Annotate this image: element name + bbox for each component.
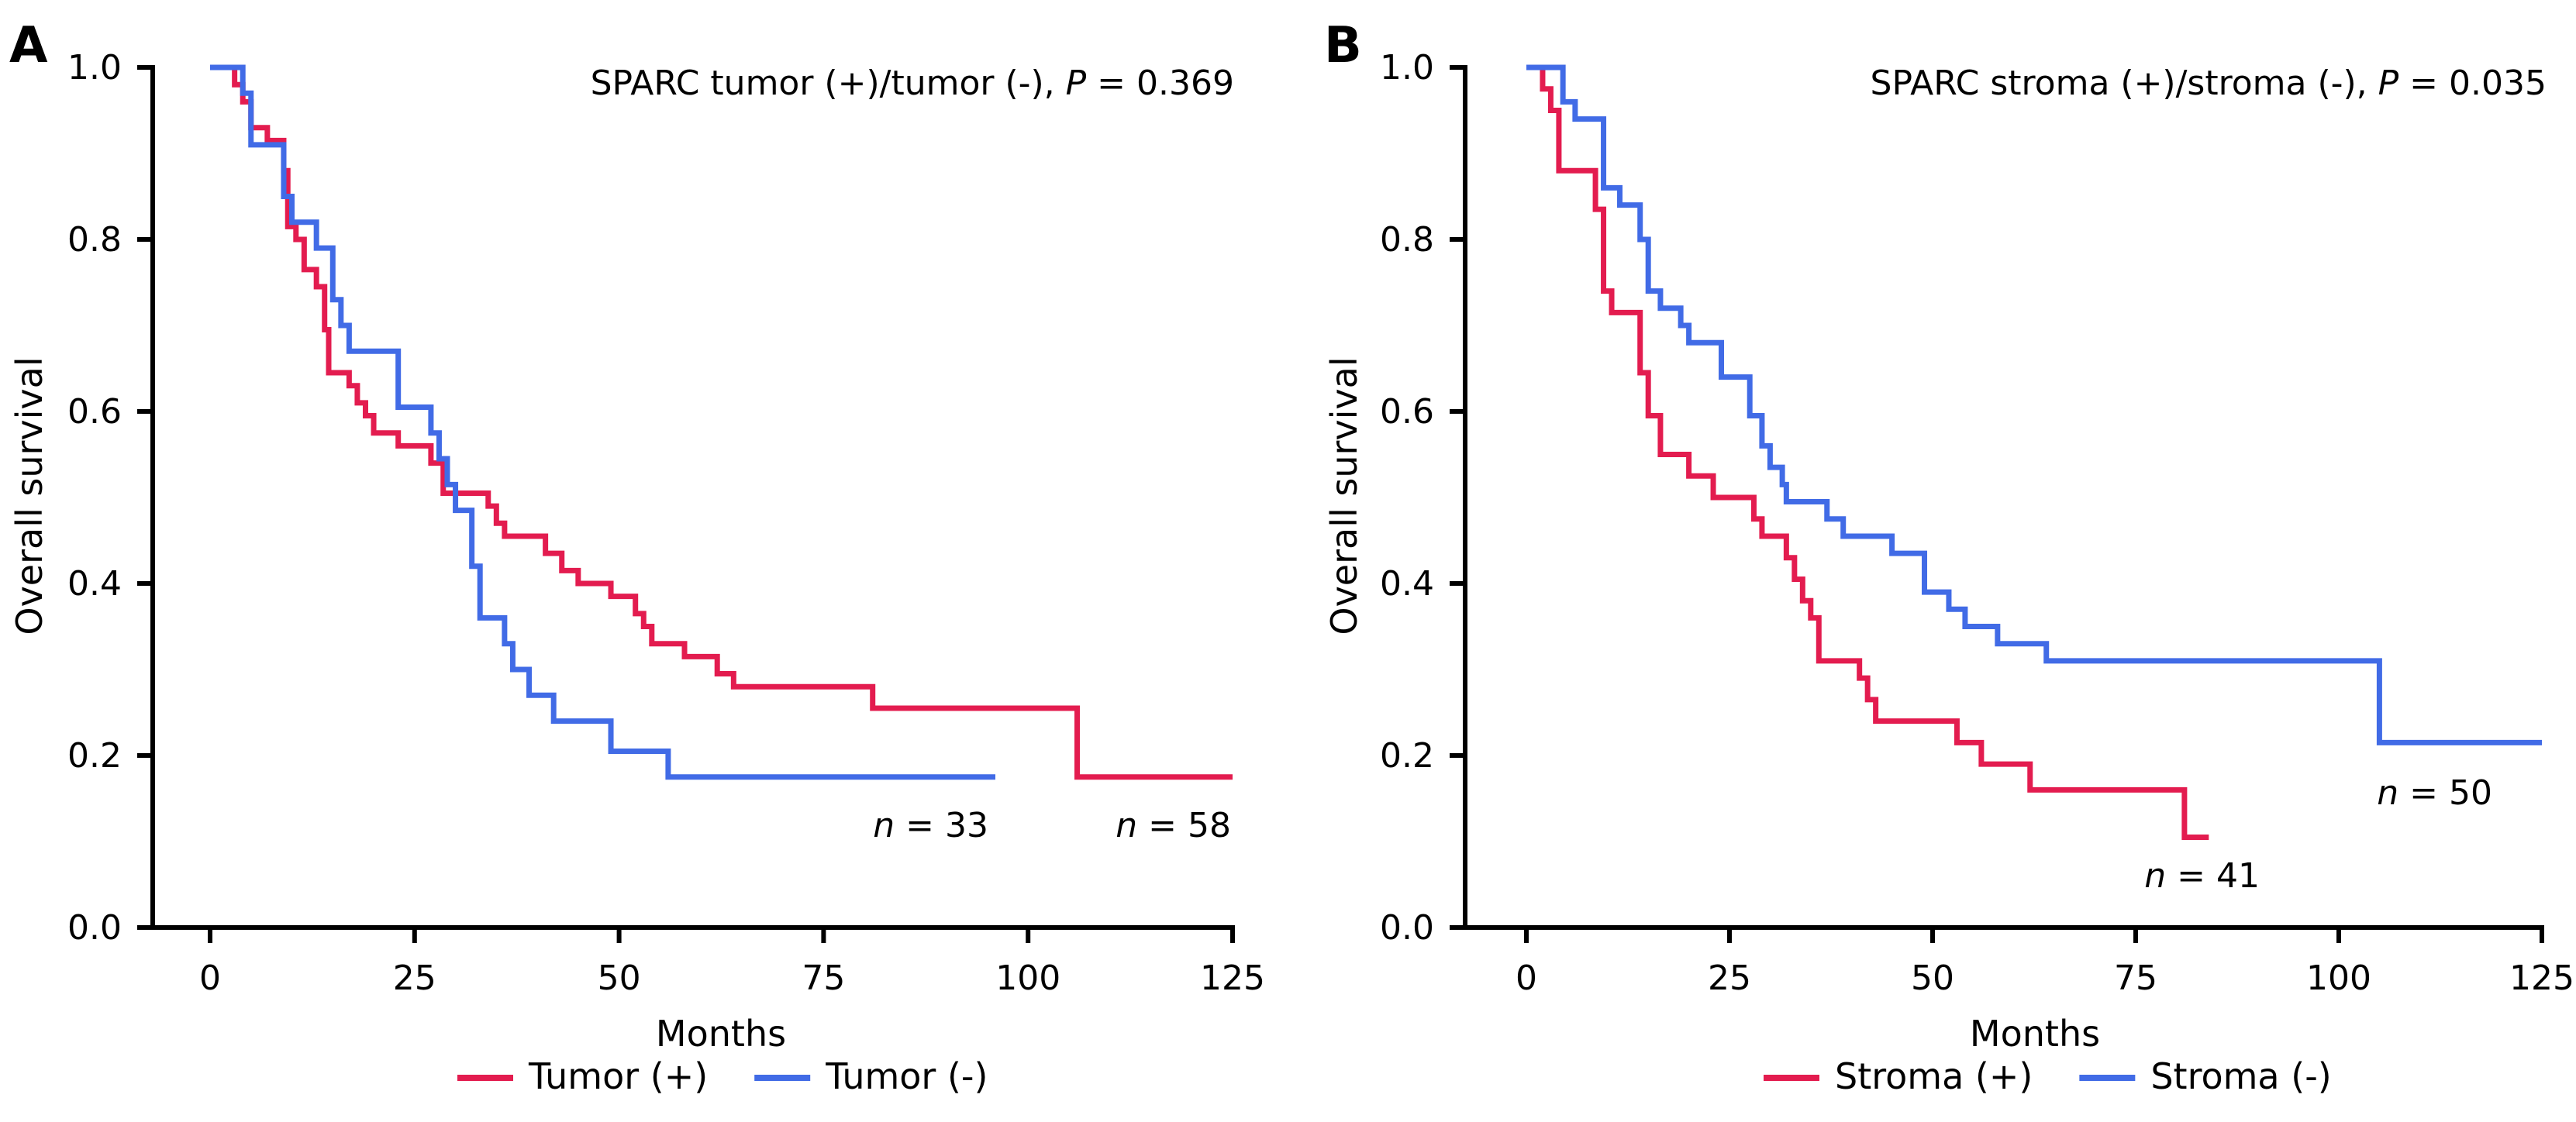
x-tick-label: 75 (2114, 959, 2157, 998)
x-tick-label: 0 (199, 959, 221, 998)
y-axis-title: Overall survival (9, 356, 50, 635)
y-tick-label: 1.0 (1380, 48, 1434, 88)
y-axis-title: Overall survival (1323, 356, 1365, 635)
legend: Stroma (+) Stroma (-) (1764, 1055, 2332, 1097)
y-tick-label: 0.0 (1380, 908, 1434, 948)
legend-label: Stroma (+) (1835, 1055, 2033, 1097)
x-axis-title: Months (1970, 1013, 2100, 1055)
legend: Tumor (+) Tumor (-) (457, 1055, 988, 1097)
n-label: n = 41 (2144, 856, 2260, 896)
title-prefix: SPARC stroma (+)/stroma (-), (1871, 64, 2378, 103)
x-tick-label: 0 (1516, 959, 1537, 998)
panel-a: A SPARC tumor (+)/tumor (-), P = 0.369 O… (9, 17, 1265, 1097)
curves (1526, 64, 2542, 840)
x-tick-label: 125 (1200, 959, 1265, 998)
survival-curve-negative (210, 64, 995, 780)
y-tick-label: 0.0 (67, 908, 122, 948)
y-tick-label: 0.6 (1380, 392, 1434, 432)
p-value: = 0.369 (1086, 64, 1234, 103)
n-value: = 58 (1148, 806, 1231, 845)
n-symbol: n (1116, 806, 1148, 845)
survival-curve-positive (210, 64, 1233, 780)
x-tick-label: 100 (995, 959, 1060, 998)
y-tick-label: 0.8 (1380, 220, 1434, 260)
n-symbol: n (2377, 773, 2409, 813)
survival-curve-positive (1526, 64, 2209, 840)
y-tick-label: 0.4 (1380, 564, 1434, 604)
n-label: n = 50 (2377, 773, 2492, 813)
y-tick-label: 0.4 (67, 564, 122, 604)
y-tick-label: 0.6 (67, 392, 122, 432)
y-tick-label: 1.0 (67, 48, 122, 88)
n-symbol: n (2144, 856, 2177, 896)
panel-letter: B (1324, 17, 1362, 74)
n-value: = 50 (2409, 773, 2492, 813)
n-value: = 41 (2177, 856, 2260, 896)
n-symbol: n (873, 806, 905, 845)
x-tick-label: 125 (2509, 959, 2574, 998)
n-labels: n = 41n = 50 (2144, 773, 2492, 896)
p-label: P (2378, 64, 2399, 103)
axes: 0.0 0.2 0.4 0.6 0.8 1.0 0 25 50 75 100 125 (1380, 48, 2574, 998)
n-label: n = 58 (1116, 806, 1231, 845)
y-tick-label: 0.2 (67, 736, 122, 776)
axes: 0.0 0.2 0.4 0.6 0.8 1.0 0 25 50 75 100 125 (67, 48, 1265, 998)
survival-curve-negative (1526, 64, 2542, 745)
x-tick-label: 50 (598, 959, 641, 998)
x-axis-title: Months (656, 1013, 786, 1055)
n-value: = 33 (905, 806, 988, 845)
legend-label: Stroma (-) (2150, 1055, 2331, 1097)
p-label: P (1066, 64, 1087, 103)
x-tick-label: 50 (1911, 959, 1954, 998)
x-tick-label: 25 (1708, 959, 1751, 998)
title-prefix: SPARC tumor (+)/tumor (-), (591, 64, 1066, 103)
x-tick-label: 100 (2306, 959, 2371, 998)
y-tick-label: 0.8 (67, 220, 122, 260)
p-value: = 0.035 (2398, 64, 2547, 103)
panel-title: SPARC stroma (+)/stroma (-), P = 0.035 (1871, 64, 2547, 103)
legend-label: Tumor (+) (528, 1055, 708, 1097)
n-label: n = 33 (873, 806, 988, 845)
legend-label: Tumor (-) (825, 1055, 988, 1097)
n-labels: n = 58n = 33 (873, 806, 1231, 845)
panel-title: SPARC tumor (+)/tumor (-), P = 0.369 (591, 64, 1234, 103)
panel-b: B SPARC stroma (+)/stroma (-), P = 0.035… (1323, 17, 2574, 1097)
y-tick-label: 0.2 (1380, 736, 1434, 776)
panel-letter: A (9, 17, 48, 74)
x-tick-label: 25 (393, 959, 436, 998)
x-tick-label: 75 (802, 959, 845, 998)
curves (210, 64, 1233, 780)
